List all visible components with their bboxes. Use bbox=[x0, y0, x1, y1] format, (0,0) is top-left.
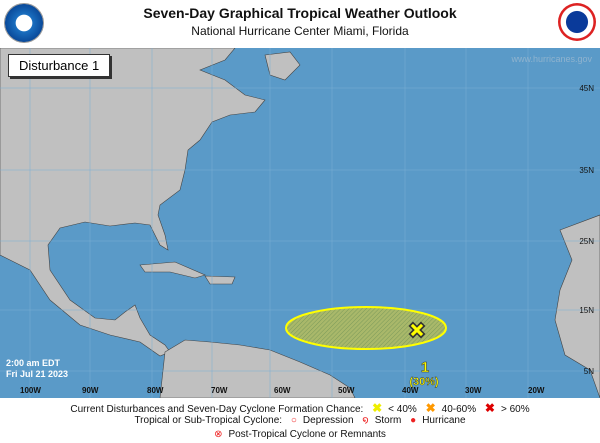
issued-time: 2:00 am EDT Fri Jul 21 2023 bbox=[6, 358, 68, 380]
lon-label: 50W bbox=[338, 386, 355, 395]
hispaniola bbox=[204, 275, 236, 285]
lon-label: 30W bbox=[465, 386, 482, 395]
noaa-logo bbox=[4, 3, 44, 43]
legend-post-tropical: Post-Tropical Cyclone or Remnants bbox=[228, 429, 386, 440]
legend-mid: 40-60% bbox=[441, 404, 477, 415]
legend-low: < 40% bbox=[388, 404, 417, 415]
orange-x-icon: ✖ bbox=[425, 401, 436, 415]
legend-row-post-tropical: ⊗ Post-Tropical Cyclone or Remnants bbox=[0, 429, 600, 440]
storm-icon: ໑ bbox=[362, 415, 369, 426]
map: ✖ 1 (30%) bbox=[0, 48, 600, 398]
lat-label: 25N bbox=[579, 237, 594, 246]
lat-label: 35N bbox=[579, 166, 594, 175]
lon-label: 40W bbox=[402, 386, 419, 395]
date-text: Fri Jul 21 2023 bbox=[6, 369, 69, 379]
page-title: Seven-Day Graphical Tropical Weather Out… bbox=[143, 5, 457, 21]
legend-row-formation: Current Disturbances and Seven-Day Cyclo… bbox=[0, 401, 600, 415]
legend-high: > 60% bbox=[500, 404, 530, 415]
lat-label: 15N bbox=[579, 306, 594, 315]
nws-logo bbox=[558, 3, 596, 41]
lat-label: 45N bbox=[579, 84, 594, 93]
header: Seven-Day Graphical Tropical Weather Out… bbox=[0, 0, 600, 48]
post-tropical-icon: ⊗ bbox=[214, 429, 223, 440]
lon-label: 60W bbox=[274, 386, 291, 395]
africa bbox=[554, 214, 600, 398]
legend-depression: Depression bbox=[302, 415, 354, 426]
lon-label: 100W bbox=[20, 386, 41, 395]
legend-formation-label: Current Disturbances and Seven-Day Cyclo… bbox=[70, 404, 364, 415]
page-subtitle: National Hurricane Center Miami, Florida bbox=[191, 24, 409, 38]
north-america bbox=[0, 48, 266, 357]
lon-label: 90W bbox=[82, 386, 99, 395]
south-america bbox=[159, 339, 356, 398]
red-x-icon: ✖ bbox=[484, 401, 495, 415]
depression-icon: ○ bbox=[290, 415, 297, 426]
hurricane-icon: ● bbox=[410, 415, 417, 426]
newfoundland bbox=[264, 51, 301, 81]
disturbance-chance: (30%) bbox=[409, 376, 439, 388]
legend-hurricane: Hurricane bbox=[422, 415, 466, 426]
lat-label: 5N bbox=[583, 367, 594, 376]
lon-label: 70W bbox=[211, 386, 228, 395]
graticule bbox=[0, 48, 600, 398]
disturbance-label: Disturbance 1 bbox=[8, 54, 111, 77]
disturbance-area bbox=[285, 306, 447, 350]
lon-label: 20W bbox=[528, 386, 545, 395]
legend-cyclone-label: Tropical or Sub-Tropical Cyclone: bbox=[134, 415, 283, 426]
cuba bbox=[139, 261, 206, 279]
yellow-x-icon: ✖ bbox=[372, 401, 383, 415]
lon-label: 80W bbox=[147, 386, 164, 395]
disturbance-number: 1 bbox=[421, 359, 429, 376]
legend-storm: Storm bbox=[374, 415, 402, 426]
time-text: 2:00 am EDT bbox=[6, 358, 61, 368]
website-watermark: www.hurricanes.gov bbox=[511, 54, 592, 64]
disturbance-x-icon: ✖ bbox=[408, 318, 426, 343]
legend-row-cyclone: Tropical or Sub-Tropical Cyclone: ○ Depre… bbox=[0, 415, 600, 426]
